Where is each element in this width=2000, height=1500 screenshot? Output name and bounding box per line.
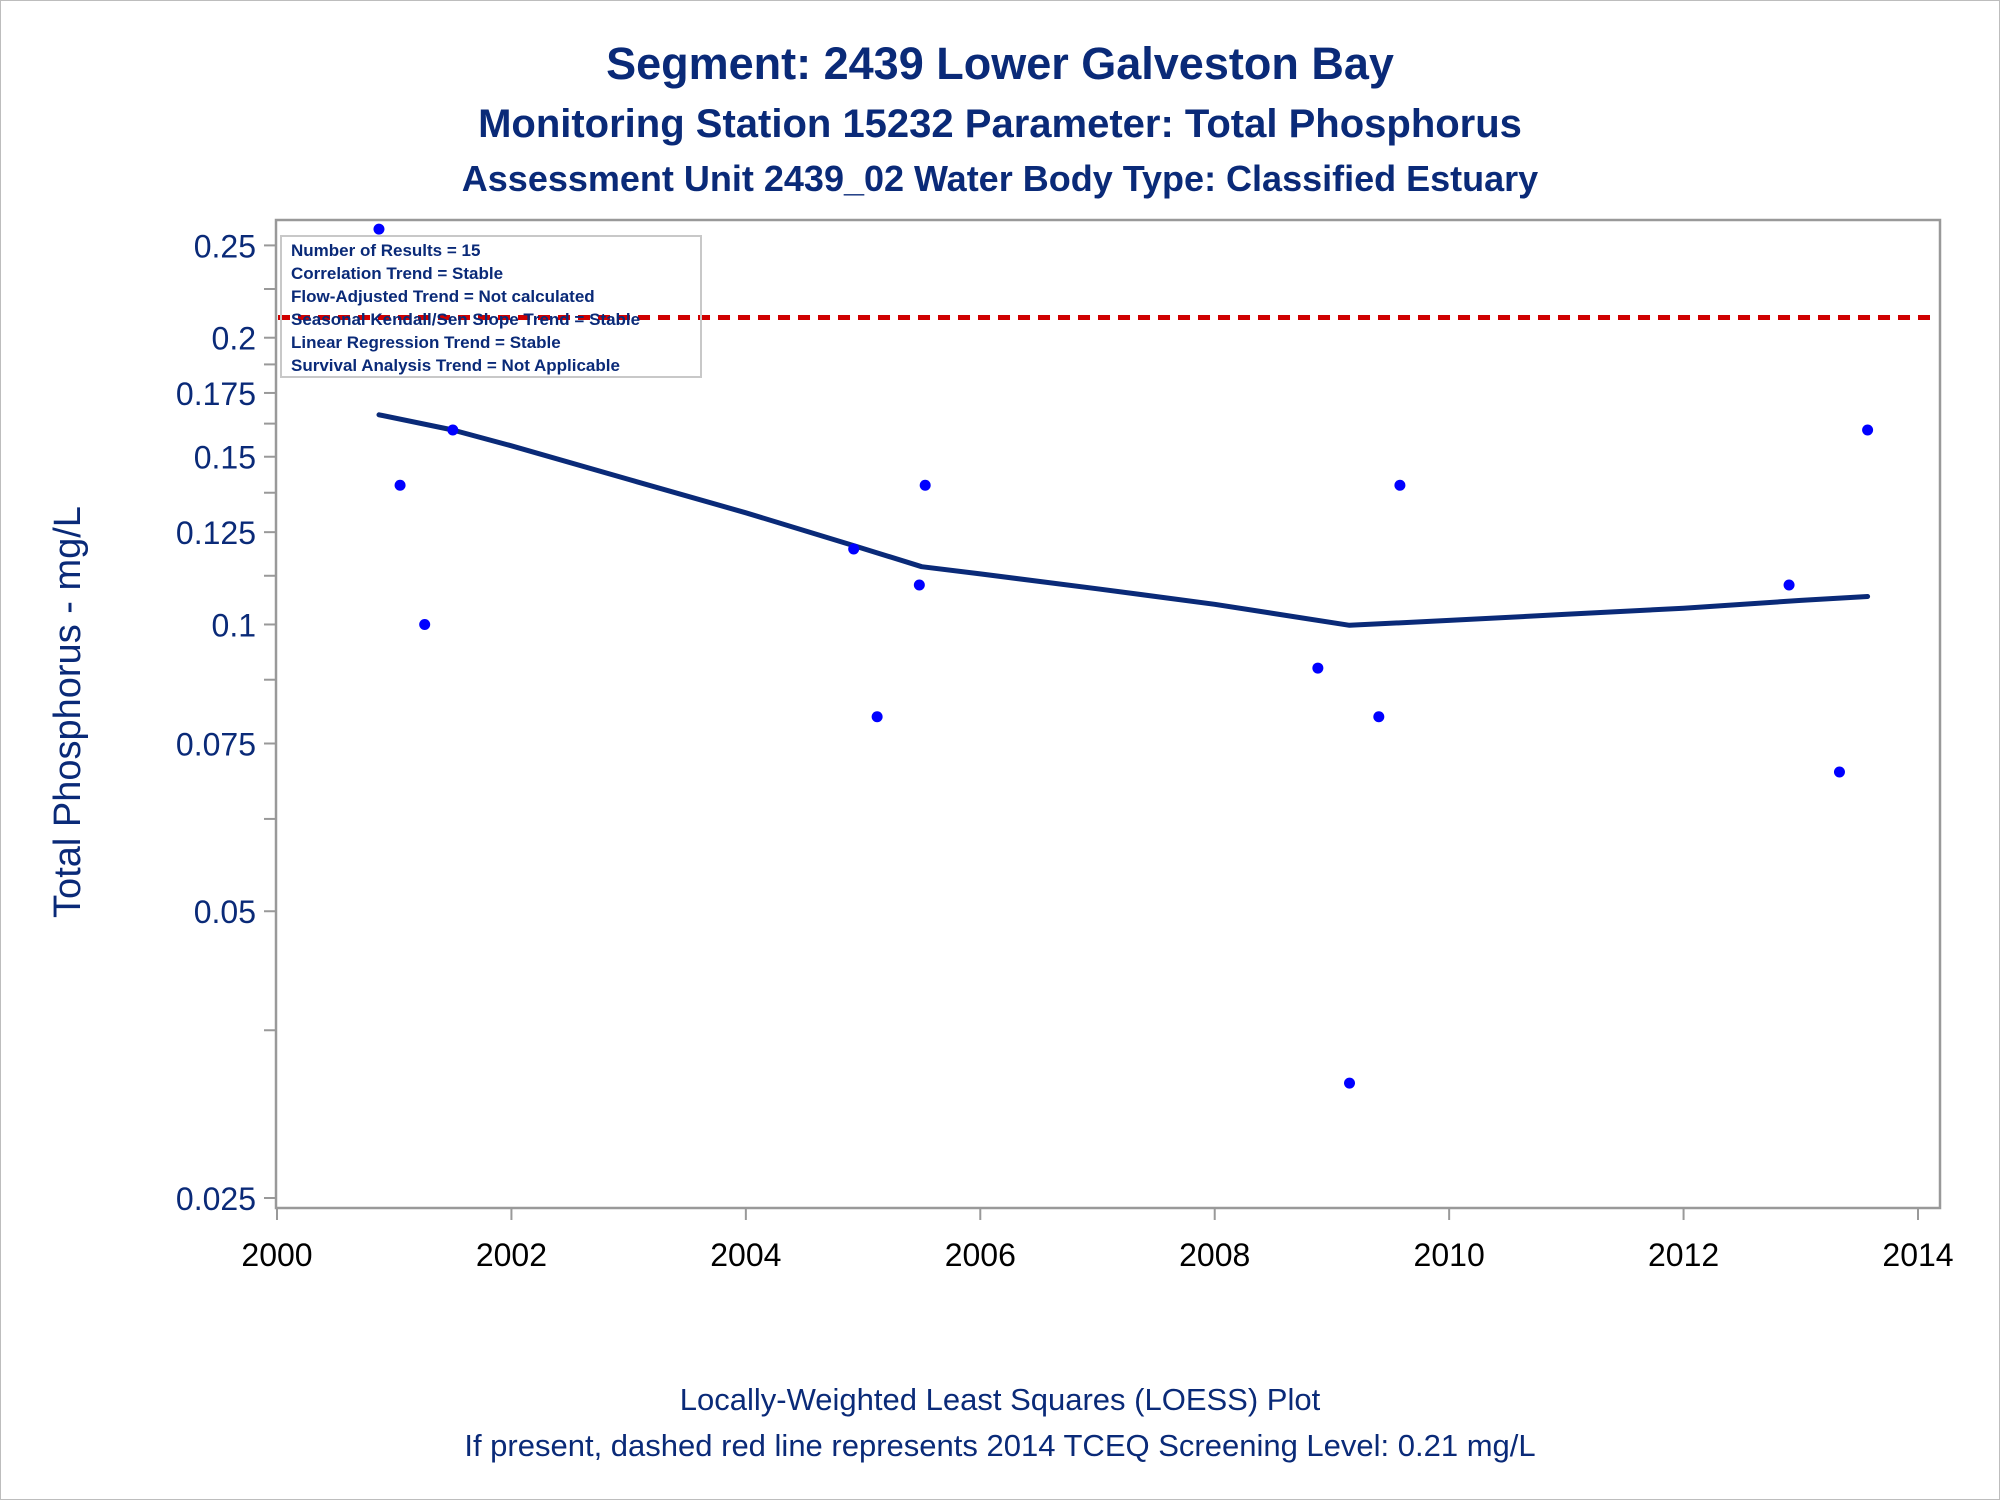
y-tick-label: 0.15: [194, 440, 256, 476]
x-tick-label: 2002: [476, 1237, 547, 1273]
data-point: [373, 223, 385, 235]
stats-line-results: Number of Results = 15: [291, 241, 480, 260]
plot-area: [274, 218, 1942, 1210]
y-tick-label: 0.2: [212, 321, 256, 357]
y-tick-label: 0.175: [176, 376, 256, 412]
stats-line-seasonal-kendall: Seasonal Kendall/Sen Slope Trend = Stabl…: [291, 310, 640, 329]
footnote-screening-level: If present, dashed red line represents 2…: [464, 1428, 1536, 1463]
x-tick-label: 2008: [1179, 1237, 1250, 1273]
data-point: [1344, 1077, 1356, 1089]
data-point: [447, 424, 459, 436]
data-point: [1783, 579, 1795, 591]
chart-title: Segment: 2439 Lower Galveston Bay: [606, 38, 1394, 89]
y-tick-label: 0.075: [176, 726, 256, 762]
x-tick-label: 2004: [710, 1237, 781, 1273]
data-points: [373, 223, 1874, 1089]
data-point: [1862, 424, 1874, 436]
stats-line-survival: Survival Analysis Trend = Not Applicable: [291, 356, 620, 375]
stats-line-correlation: Correlation Trend = Stable: [291, 264, 503, 283]
stats-box-frame: [280, 235, 702, 378]
data-point: [871, 711, 883, 723]
y-tick-label: 0.25: [194, 228, 256, 264]
x-tick-label: 2006: [945, 1237, 1016, 1273]
stats-line-flow-adjusted: Flow-Adjusted Trend = Not calculated: [291, 287, 595, 306]
chart-subtitle-station: Monitoring Station 15232 Parameter: Tota…: [478, 102, 1522, 146]
data-point: [419, 618, 431, 630]
data-point: [848, 543, 860, 555]
footnote-loess: Locally-Weighted Least Squares (LOESS) P…: [679, 1382, 1321, 1417]
y-axis-label: Total Phosphorus - mg/L: [47, 506, 89, 918]
y-tick-label: 0.05: [194, 894, 256, 930]
y-tick-label: 0.1: [212, 607, 256, 643]
data-point: [1312, 662, 1324, 674]
data-point: [1394, 479, 1406, 491]
axes: 0.025 0.05 0.075 0.1 0.125 0.15 0.175 0.2 0.25 20…: [176, 228, 1954, 1273]
data-point: [1833, 766, 1845, 778]
data-point: [1373, 711, 1385, 723]
loess-curve: [376, 412, 1871, 628]
y-tick-label: 0.025: [176, 1181, 256, 1217]
x-tick-label: 2000: [241, 1237, 312, 1273]
x-tick-label: 2010: [1414, 1237, 1485, 1273]
y-tick-label: 0.125: [176, 515, 256, 551]
x-tick-label: 2012: [1648, 1237, 1719, 1273]
chart-subtitle-assessment: Assessment Unit 2439_02 Water Body Type:…: [461, 158, 1539, 199]
stats-line-linear-regression: Linear Regression Trend = Stable: [291, 333, 561, 352]
data-point: [919, 479, 931, 491]
data-point: [913, 579, 925, 591]
stats-box: Number of Results = 15 Correlation Trend…: [280, 235, 702, 378]
x-tick-label: 2014: [1882, 1237, 1953, 1273]
data-point: [394, 479, 406, 491]
